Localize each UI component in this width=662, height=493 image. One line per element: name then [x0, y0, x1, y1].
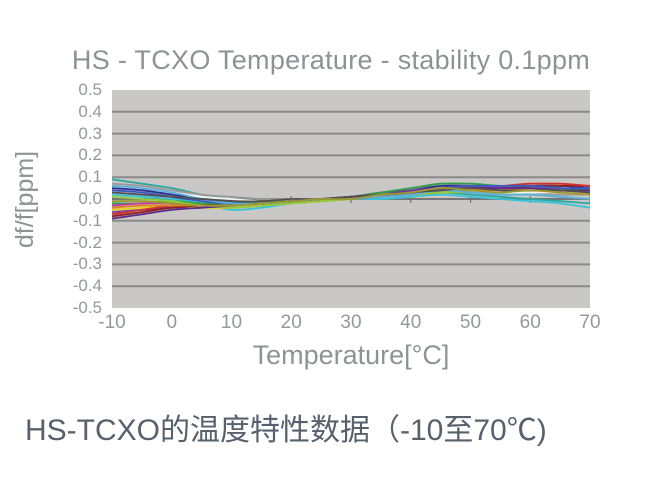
y-tick-label: 0.3	[78, 123, 102, 143]
y-tick-label: -0.3	[72, 254, 102, 274]
y-tick-label: 0.4	[78, 101, 102, 121]
x-tick-label: 20	[280, 312, 302, 333]
x-tick-label: 30	[340, 312, 362, 333]
y-axis-ticks: 0.5 0.4 0.3 0.2 0.1 0.0 -0.1 -0.2 -0.3 -0.4 -0.5	[56, 81, 106, 317]
y-tick-label: 0.2	[78, 145, 102, 165]
x-tick-label: 40	[400, 312, 422, 333]
y-tick-label: 0.0	[78, 189, 102, 208]
x-axis-ticks: -10 0 10 20 30 40 50 60 70	[98, 312, 600, 334]
plot-area	[112, 90, 590, 308]
series-line	[112, 187, 590, 207]
y-tick-label: -0.2	[72, 232, 102, 252]
y-axis-label: df/f[ppm]	[6, 90, 46, 308]
x-tick-label: 0	[166, 312, 178, 333]
x-tick-label: 70	[579, 312, 601, 333]
figure-caption: HS-TCXO的温度特性数据（-10至70℃)	[25, 414, 547, 447]
chart-title: HS - TCXO Temperature - stability 0.1ppm	[71, 45, 591, 75]
series-line	[112, 187, 590, 203]
y-tick-label: 0.5	[78, 80, 102, 99]
y-axis-label-text: df/f[ppm]	[11, 150, 40, 248]
x-tick-label: 50	[459, 312, 482, 333]
y-tick-label: -0.4	[72, 276, 102, 296]
x-tick-label: 60	[519, 312, 541, 333]
x-tick-label: -10	[98, 312, 126, 333]
y-tick-label: -0.5	[72, 298, 102, 317]
y-tick-label: 0.1	[78, 167, 102, 187]
chart-canvas	[112, 110, 590, 288]
x-tick-label: 10	[220, 312, 243, 333]
y-tick-label: -0.1	[72, 210, 102, 230]
x-axis-label: Temperature[°C]	[252, 340, 450, 370]
